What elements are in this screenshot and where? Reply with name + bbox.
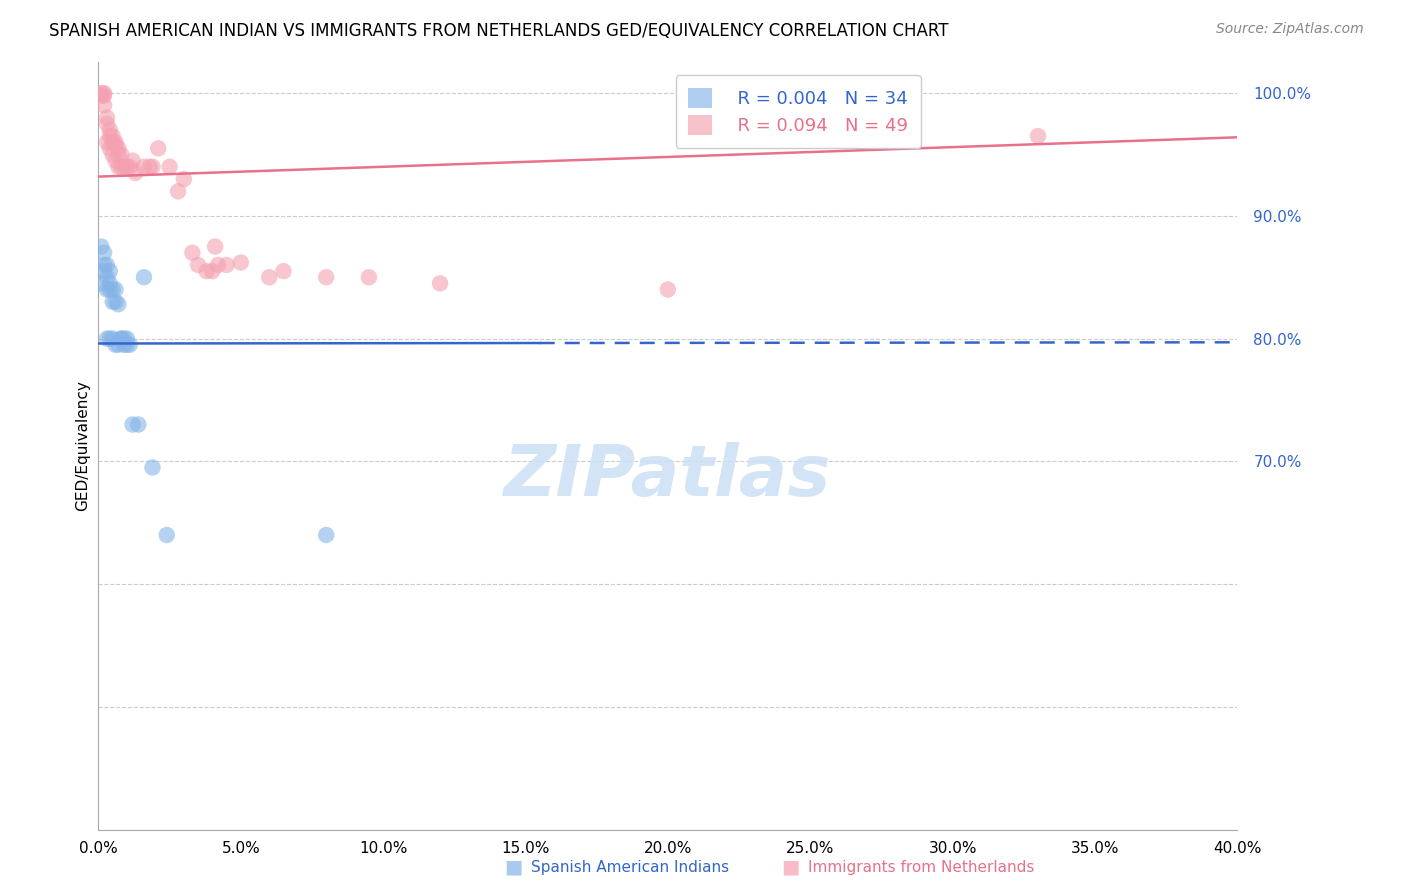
Point — [98, 123, 121, 137]
Point — [132, 270, 155, 285]
Point — [259, 270, 281, 285]
Point — [127, 417, 149, 432]
Point — [657, 283, 679, 297]
Point — [315, 528, 337, 542]
Point — [132, 160, 155, 174]
Point — [141, 160, 163, 174]
Point — [110, 147, 132, 161]
Point — [98, 141, 121, 155]
Point — [110, 160, 132, 174]
Point — [118, 337, 141, 351]
Point — [101, 129, 124, 144]
Point — [96, 283, 118, 297]
Point — [101, 332, 124, 346]
Point — [107, 337, 129, 351]
Point — [93, 98, 115, 112]
Point — [90, 86, 112, 100]
Point — [93, 258, 115, 272]
Point — [96, 258, 118, 272]
Point — [148, 141, 170, 155]
Point — [98, 129, 121, 144]
Point — [93, 88, 115, 103]
Point — [115, 337, 138, 351]
Point — [98, 283, 121, 297]
Text: ZIPatlas: ZIPatlas — [505, 442, 831, 511]
Point — [141, 460, 163, 475]
Point — [115, 160, 138, 174]
Point — [115, 332, 138, 346]
Point — [118, 160, 141, 174]
Point — [101, 135, 124, 149]
Point — [107, 147, 129, 161]
Point — [121, 417, 143, 432]
Point — [167, 184, 190, 198]
Point — [357, 270, 380, 285]
Point — [229, 255, 252, 269]
Point — [93, 264, 115, 278]
Point — [112, 332, 135, 346]
Point — [110, 332, 132, 346]
Point — [121, 153, 143, 168]
Point — [124, 166, 146, 180]
Point — [101, 147, 124, 161]
Point — [201, 264, 224, 278]
Point — [90, 277, 112, 291]
Point — [138, 160, 160, 174]
Point — [207, 258, 229, 272]
Point — [187, 258, 209, 272]
Point — [181, 245, 204, 260]
Point — [173, 172, 195, 186]
Point — [104, 294, 127, 309]
Point — [96, 270, 118, 285]
Point — [98, 264, 121, 278]
Text: ■: ■ — [780, 857, 800, 877]
Point — [93, 86, 115, 100]
Text: ■: ■ — [503, 857, 523, 877]
Point — [96, 135, 118, 149]
Point — [104, 137, 127, 152]
Point — [195, 264, 218, 278]
Point — [101, 294, 124, 309]
Point — [112, 337, 135, 351]
Point — [110, 332, 132, 346]
Point — [107, 141, 129, 155]
Point — [112, 160, 135, 174]
Point — [104, 135, 127, 149]
Point — [90, 239, 112, 253]
Point — [104, 337, 127, 351]
Point — [90, 88, 112, 103]
Point — [101, 283, 124, 297]
Point — [159, 160, 181, 174]
Point — [98, 277, 121, 291]
Point — [273, 264, 295, 278]
Point — [107, 297, 129, 311]
Point — [104, 153, 127, 168]
Text: SPANISH AMERICAN INDIAN VS IMMIGRANTS FROM NETHERLANDS GED/EQUIVALENCY CORRELATI: SPANISH AMERICAN INDIAN VS IMMIGRANTS FR… — [49, 22, 949, 40]
Point — [315, 270, 337, 285]
Text: Spanish American Indians: Spanish American Indians — [531, 860, 730, 874]
Text: Immigrants from Netherlands: Immigrants from Netherlands — [808, 860, 1035, 874]
Point — [93, 245, 115, 260]
Point — [107, 160, 129, 174]
Point — [156, 528, 179, 542]
Point — [104, 283, 127, 297]
Point — [96, 332, 118, 346]
Point — [1026, 129, 1049, 144]
Point — [215, 258, 238, 272]
Point — [96, 111, 118, 125]
Y-axis label: GED/Equivalency: GED/Equivalency — [75, 381, 90, 511]
Point — [204, 239, 226, 253]
Text: Source: ZipAtlas.com: Source: ZipAtlas.com — [1216, 22, 1364, 37]
Point — [98, 332, 121, 346]
Point — [96, 117, 118, 131]
Point — [429, 277, 451, 291]
Legend:   R = 0.004   N = 34,   R = 0.094   N = 49: R = 0.004 N = 34, R = 0.094 N = 49 — [675, 75, 921, 147]
